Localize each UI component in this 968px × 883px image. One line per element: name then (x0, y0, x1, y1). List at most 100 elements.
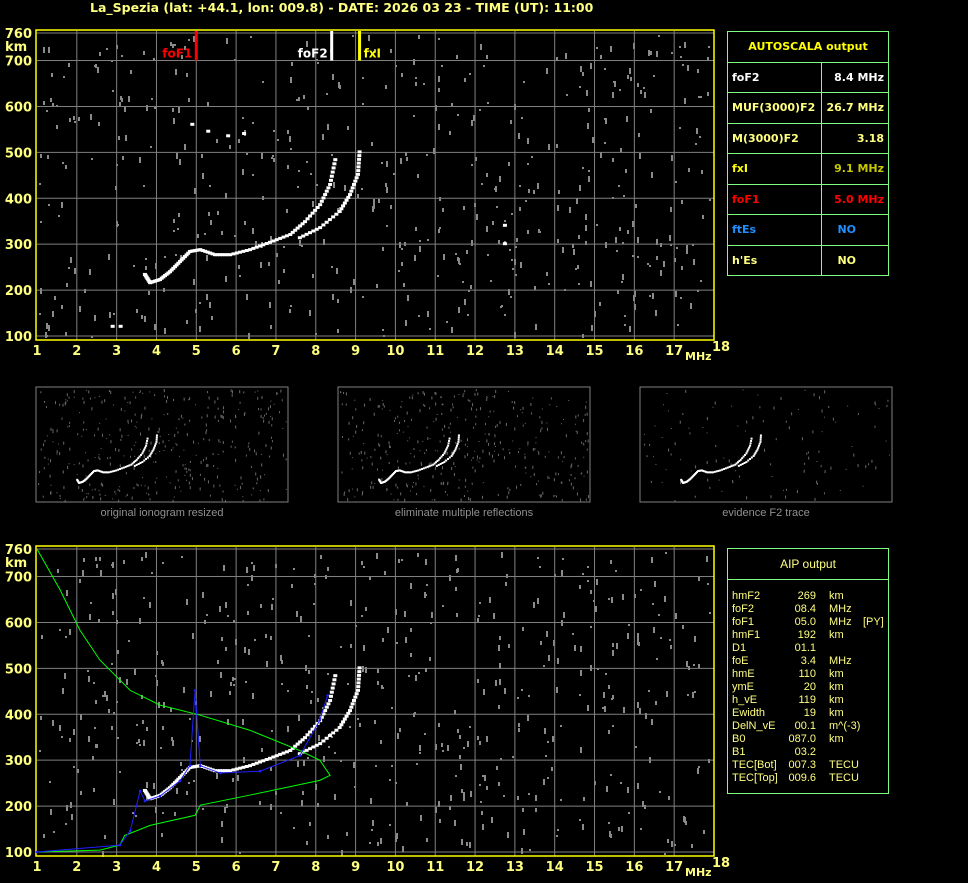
aip-unit: km (829, 668, 844, 680)
noise-dot (488, 442, 490, 446)
noise-dot (434, 449, 436, 451)
x-trace-point (357, 150, 362, 154)
noise-dot (667, 410, 669, 412)
noise-dot (137, 484, 139, 487)
noise-dot (449, 431, 451, 433)
noise-dot (715, 459, 717, 463)
noise-dot (680, 459, 682, 461)
noise-dot (435, 807, 437, 813)
noise-dot (217, 453, 219, 455)
noise-dot (396, 432, 398, 434)
noise-dot (164, 328, 166, 334)
noise-dot (396, 642, 398, 644)
noise-dot (389, 446, 391, 449)
noise-dot (112, 498, 114, 500)
noise-dot (806, 452, 808, 455)
noise-dot (491, 454, 493, 458)
noise-dot (391, 707, 393, 709)
noise-dot (108, 390, 110, 393)
noise-dot (590, 590, 592, 594)
noise-dot (656, 51, 658, 57)
trace-point (430, 464, 433, 467)
noise-dot (50, 491, 52, 495)
noise-dot (91, 407, 93, 411)
noise-dot (692, 244, 694, 246)
noise-dot (486, 398, 488, 402)
echo-point (502, 242, 507, 246)
y-tick-label: 200 (5, 284, 32, 299)
noise-dot (570, 482, 572, 486)
noise-dot (243, 413, 245, 417)
noise-dot (718, 479, 720, 481)
x-trace-point (341, 204, 346, 208)
x-tick-label: 5 (192, 344, 201, 359)
noise-dot (141, 413, 143, 417)
noise-dot (402, 431, 404, 433)
noise-dot (135, 815, 137, 817)
noise-dot (225, 276, 227, 282)
noise-dot (590, 626, 592, 628)
noise-dot (120, 438, 122, 441)
trace-point (759, 438, 762, 441)
noise-dot (505, 423, 507, 427)
noise-dot (251, 465, 253, 468)
trace-point (405, 471, 408, 474)
noise-dot (515, 246, 517, 248)
noise-dot (195, 404, 197, 406)
noise-dot (597, 668, 599, 670)
noise-dot (683, 816, 685, 822)
noise-dot (556, 687, 558, 693)
noise-dot (405, 152, 407, 156)
noise-dot (344, 491, 346, 494)
noise-dot (160, 747, 162, 749)
noise-dot (828, 405, 830, 408)
noise-dot (201, 416, 203, 419)
noise-dot (680, 297, 682, 299)
noise-dot (565, 434, 567, 438)
x-tick-label: 2 (72, 860, 81, 875)
noise-dot (351, 468, 353, 470)
noise-dot (218, 419, 220, 422)
noise-dot (136, 421, 138, 423)
aip-row: Ewidth 19 km (728, 707, 888, 720)
noise-dot (153, 58, 155, 60)
noise-dot (112, 90, 114, 92)
noise-dot (534, 448, 536, 451)
noise-dot (483, 65, 485, 67)
trace-point (713, 470, 716, 473)
noise-dot (583, 797, 585, 801)
o-trace-point (168, 270, 173, 274)
noise-dot (66, 590, 68, 596)
noise-dot (441, 466, 443, 470)
noise-dot (381, 408, 383, 410)
noise-dot (370, 485, 372, 489)
noise-dot (285, 458, 287, 461)
noise-dot (481, 183, 483, 185)
x-tick-label: 9 (351, 860, 360, 875)
noise-dot (656, 239, 658, 245)
noise-dot (162, 726, 164, 730)
noise-dot (434, 466, 436, 470)
noise-dot (679, 420, 681, 424)
noise-dot (696, 128, 698, 134)
noise-dot (653, 627, 655, 633)
o-trace-point (303, 736, 308, 740)
noise-dot (399, 242, 401, 248)
noise-dot (646, 455, 648, 458)
noise-dot (124, 396, 126, 400)
autoscala-value: NO (821, 244, 889, 276)
noise-dot (94, 315, 96, 321)
x-trace-point (353, 695, 358, 699)
noise-dot (341, 403, 343, 406)
noise-dot (143, 740, 145, 746)
noise-dot (204, 477, 206, 481)
o-trace-point (181, 772, 186, 776)
noise-dot (354, 399, 356, 401)
noise-dot (479, 407, 481, 411)
noise-dot (248, 649, 250, 655)
noise-dot (465, 418, 467, 421)
noise-dot (519, 448, 521, 450)
noise-dot (644, 443, 646, 446)
noise-dot (377, 681, 379, 685)
noise-dot (313, 603, 315, 605)
